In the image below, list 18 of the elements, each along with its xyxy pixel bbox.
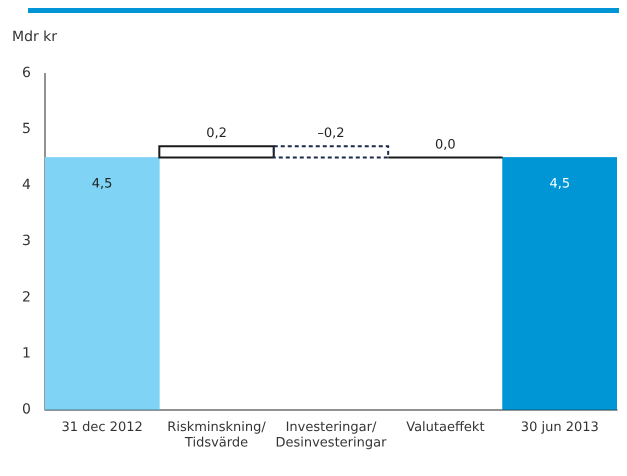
y-tick-label: 5 — [22, 121, 31, 138]
data-label: –0,2 — [317, 126, 345, 142]
x-tick-label: Riskminskning/ Tidsvärde — [167, 420, 266, 451]
y-tick-label: 6 — [22, 65, 31, 82]
data-label: 4,5 — [92, 176, 112, 192]
x-tick-label: Valutaeffekt — [406, 420, 485, 435]
y-axis-title: Mdr kr — [12, 29, 58, 45]
y-tick-label: 3 — [22, 233, 31, 250]
x-tick-label: 30 jun 2013 — [520, 420, 599, 435]
y-tick-label: 1 — [22, 345, 31, 362]
data-label: 4,5 — [549, 176, 570, 192]
x-tick-label: 31 dec 2012 — [61, 420, 143, 435]
y-tick-label: 4 — [22, 177, 31, 194]
data-label: 0,2 — [206, 126, 227, 142]
data-label: 0,0 — [435, 137, 456, 152]
x-tick-label: Investeringar/ Desinvesteringar — [275, 420, 388, 451]
y-tick-label: 2 — [22, 289, 31, 306]
y-tick-label: 0 — [22, 401, 31, 418]
